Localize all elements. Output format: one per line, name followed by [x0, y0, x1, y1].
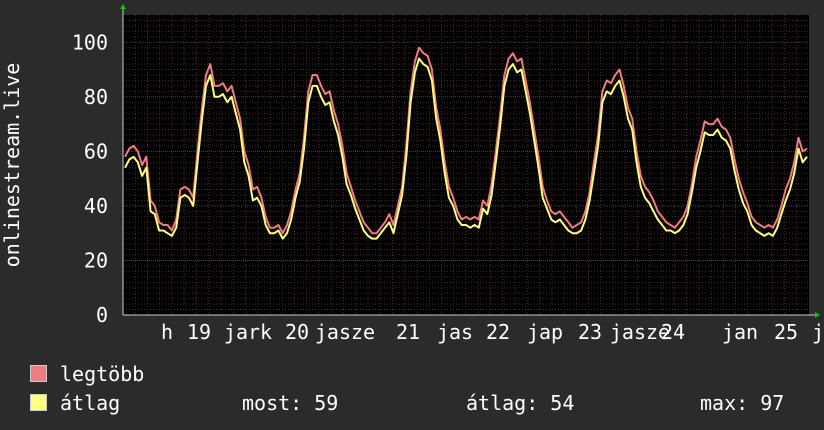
x-tick-label: jasze — [315, 320, 375, 344]
legend: legtöbb átlag most: 59 átlag: 54 max: 97 — [30, 362, 810, 422]
x-tick-label: 23 — [578, 320, 602, 344]
x-axis-arrow — [815, 312, 820, 318]
x-tick-label: jas — [437, 320, 473, 344]
legend-label-max: legtöbb — [60, 362, 145, 386]
y-tick-label: 0 — [96, 303, 108, 327]
stat-max-value: 97 — [760, 391, 785, 415]
x-tick-label: 22 — [486, 320, 510, 344]
y-tick-label: 60 — [84, 139, 108, 163]
stat-avg-value: 54 — [550, 391, 575, 415]
stat-now-label: most: — [242, 391, 303, 415]
legend-swatch-max — [30, 365, 47, 382]
y-tick-label: 100 — [72, 30, 108, 54]
series-line-avg — [124, 57, 808, 240]
x-tick-label: jasze — [610, 320, 670, 344]
series-line-max — [124, 46, 808, 235]
x-tick-label: 19 — [187, 320, 211, 344]
x-tick-label: jap — [527, 320, 563, 344]
legend-swatch-avg — [30, 394, 47, 411]
stat-max: max: 97 — [700, 391, 784, 415]
x-tick-label: 25 — [774, 320, 798, 344]
x-tick-label: 21 — [396, 320, 420, 344]
stat-now: most: 59 — [242, 391, 338, 415]
x-tick-label: j — [812, 320, 824, 344]
y-tick-label: 80 — [84, 85, 108, 109]
stat-max-label: max: — [700, 391, 749, 415]
y-axis-label: onlinestream.live — [0, 63, 24, 268]
stat-now-value: 59 — [314, 391, 339, 415]
y-tick-label: 40 — [84, 194, 108, 218]
legend-label-avg: átlag — [60, 391, 121, 415]
y-tick-labels: 0 20 40 60 80 100 — [72, 30, 108, 327]
axes — [120, 4, 820, 318]
x-tick-label: jark — [224, 320, 272, 344]
x-tick-label: 24 — [661, 320, 685, 344]
stat-avg-label: átlag: — [466, 391, 539, 415]
stat-avg: átlag: 54 — [466, 391, 574, 415]
x-tick-label: h — [161, 320, 173, 344]
series-layer — [124, 46, 808, 240]
y-axis-arrow — [120, 4, 126, 9]
x-tick-label: 20 — [285, 320, 309, 344]
x-tick-label: jan — [722, 320, 758, 344]
y-tick-label: 20 — [84, 248, 108, 272]
